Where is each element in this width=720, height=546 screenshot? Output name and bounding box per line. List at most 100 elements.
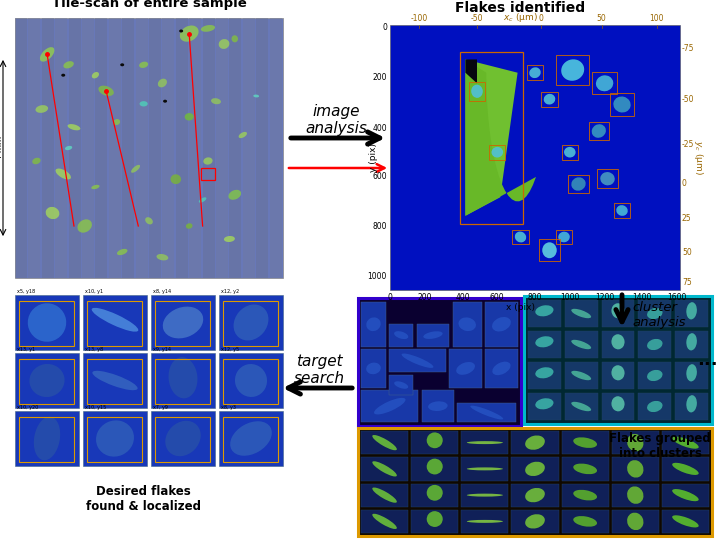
Bar <box>361 390 418 422</box>
Text: x (pix): x (pix) <box>506 303 535 312</box>
Bar <box>155 300 210 346</box>
Bar <box>528 331 561 358</box>
Text: Flakes grouped
into clusters: Flakes grouped into clusters <box>609 432 711 460</box>
Bar <box>564 331 598 358</box>
Ellipse shape <box>564 147 575 157</box>
Bar <box>411 484 459 507</box>
Bar <box>202 18 215 278</box>
Ellipse shape <box>647 401 662 412</box>
Text: Flakes identified: Flakes identified <box>456 1 585 15</box>
Bar <box>243 18 255 278</box>
Ellipse shape <box>571 402 591 411</box>
Bar <box>557 55 589 85</box>
Bar <box>361 349 386 388</box>
Ellipse shape <box>402 353 433 368</box>
Bar <box>417 324 449 347</box>
Text: 0: 0 <box>387 293 392 302</box>
Ellipse shape <box>114 119 120 125</box>
Ellipse shape <box>471 85 483 98</box>
Ellipse shape <box>203 157 212 165</box>
Text: x9, y14: x9, y14 <box>153 347 171 352</box>
Bar <box>511 510 559 533</box>
Text: 0: 0 <box>382 23 387 32</box>
Text: 1600: 1600 <box>667 293 687 302</box>
Ellipse shape <box>611 396 624 411</box>
Text: $y_c$ (µm): $y_c$ (µm) <box>691 140 704 175</box>
Bar <box>602 362 634 389</box>
Bar <box>639 362 671 389</box>
Ellipse shape <box>573 490 597 501</box>
Ellipse shape <box>180 26 199 41</box>
Ellipse shape <box>91 185 99 189</box>
Ellipse shape <box>525 488 545 502</box>
Ellipse shape <box>145 217 153 224</box>
Ellipse shape <box>525 514 545 529</box>
Ellipse shape <box>131 165 140 173</box>
Ellipse shape <box>120 63 125 66</box>
Text: Desired flakes
found & localized: Desired flakes found & localized <box>86 485 200 513</box>
Ellipse shape <box>571 309 591 318</box>
Text: -100: -100 <box>410 14 428 23</box>
Text: 1000: 1000 <box>368 272 387 281</box>
Bar <box>602 300 634 327</box>
Ellipse shape <box>139 62 148 68</box>
Ellipse shape <box>627 486 644 504</box>
Ellipse shape <box>572 177 585 191</box>
Ellipse shape <box>235 364 267 397</box>
Ellipse shape <box>427 511 443 527</box>
Bar <box>511 431 559 454</box>
Ellipse shape <box>61 74 66 76</box>
Ellipse shape <box>542 242 557 258</box>
Ellipse shape <box>427 432 443 448</box>
Text: image
analysis: image analysis <box>305 104 367 136</box>
Ellipse shape <box>686 302 697 319</box>
Ellipse shape <box>544 94 555 104</box>
Ellipse shape <box>535 367 554 378</box>
Ellipse shape <box>423 331 443 339</box>
Bar <box>662 510 709 533</box>
Polygon shape <box>465 60 518 216</box>
Bar <box>469 82 485 100</box>
Ellipse shape <box>611 365 624 381</box>
Bar <box>639 393 671 420</box>
Ellipse shape <box>647 339 662 350</box>
Bar <box>524 296 712 424</box>
Bar <box>55 18 67 278</box>
Bar <box>612 457 659 480</box>
Bar <box>528 300 561 327</box>
Bar <box>675 362 708 389</box>
Bar <box>256 18 269 278</box>
Ellipse shape <box>166 421 201 456</box>
Ellipse shape <box>163 100 167 103</box>
Ellipse shape <box>592 124 606 138</box>
Text: 25: 25 <box>682 214 692 223</box>
Ellipse shape <box>456 362 475 375</box>
Bar <box>176 18 188 278</box>
Bar <box>269 18 282 278</box>
Ellipse shape <box>525 436 545 450</box>
Bar <box>216 18 228 278</box>
Text: -50: -50 <box>471 14 483 23</box>
Ellipse shape <box>672 463 698 475</box>
Ellipse shape <box>372 435 397 450</box>
Ellipse shape <box>459 317 476 331</box>
Ellipse shape <box>672 489 698 501</box>
Bar <box>639 300 671 327</box>
Bar <box>42 18 54 278</box>
Ellipse shape <box>34 417 60 460</box>
Bar <box>513 229 528 245</box>
Ellipse shape <box>140 101 148 106</box>
Bar <box>201 168 215 180</box>
Bar <box>511 484 559 507</box>
Ellipse shape <box>529 67 541 78</box>
Bar <box>489 145 505 159</box>
Ellipse shape <box>45 207 59 219</box>
Text: y (pix): y (pix) <box>369 143 379 172</box>
Ellipse shape <box>35 105 48 113</box>
Bar <box>83 295 147 350</box>
Bar <box>189 18 202 278</box>
Bar <box>598 169 618 188</box>
Ellipse shape <box>92 371 138 390</box>
Bar <box>449 349 482 388</box>
Ellipse shape <box>232 35 238 43</box>
